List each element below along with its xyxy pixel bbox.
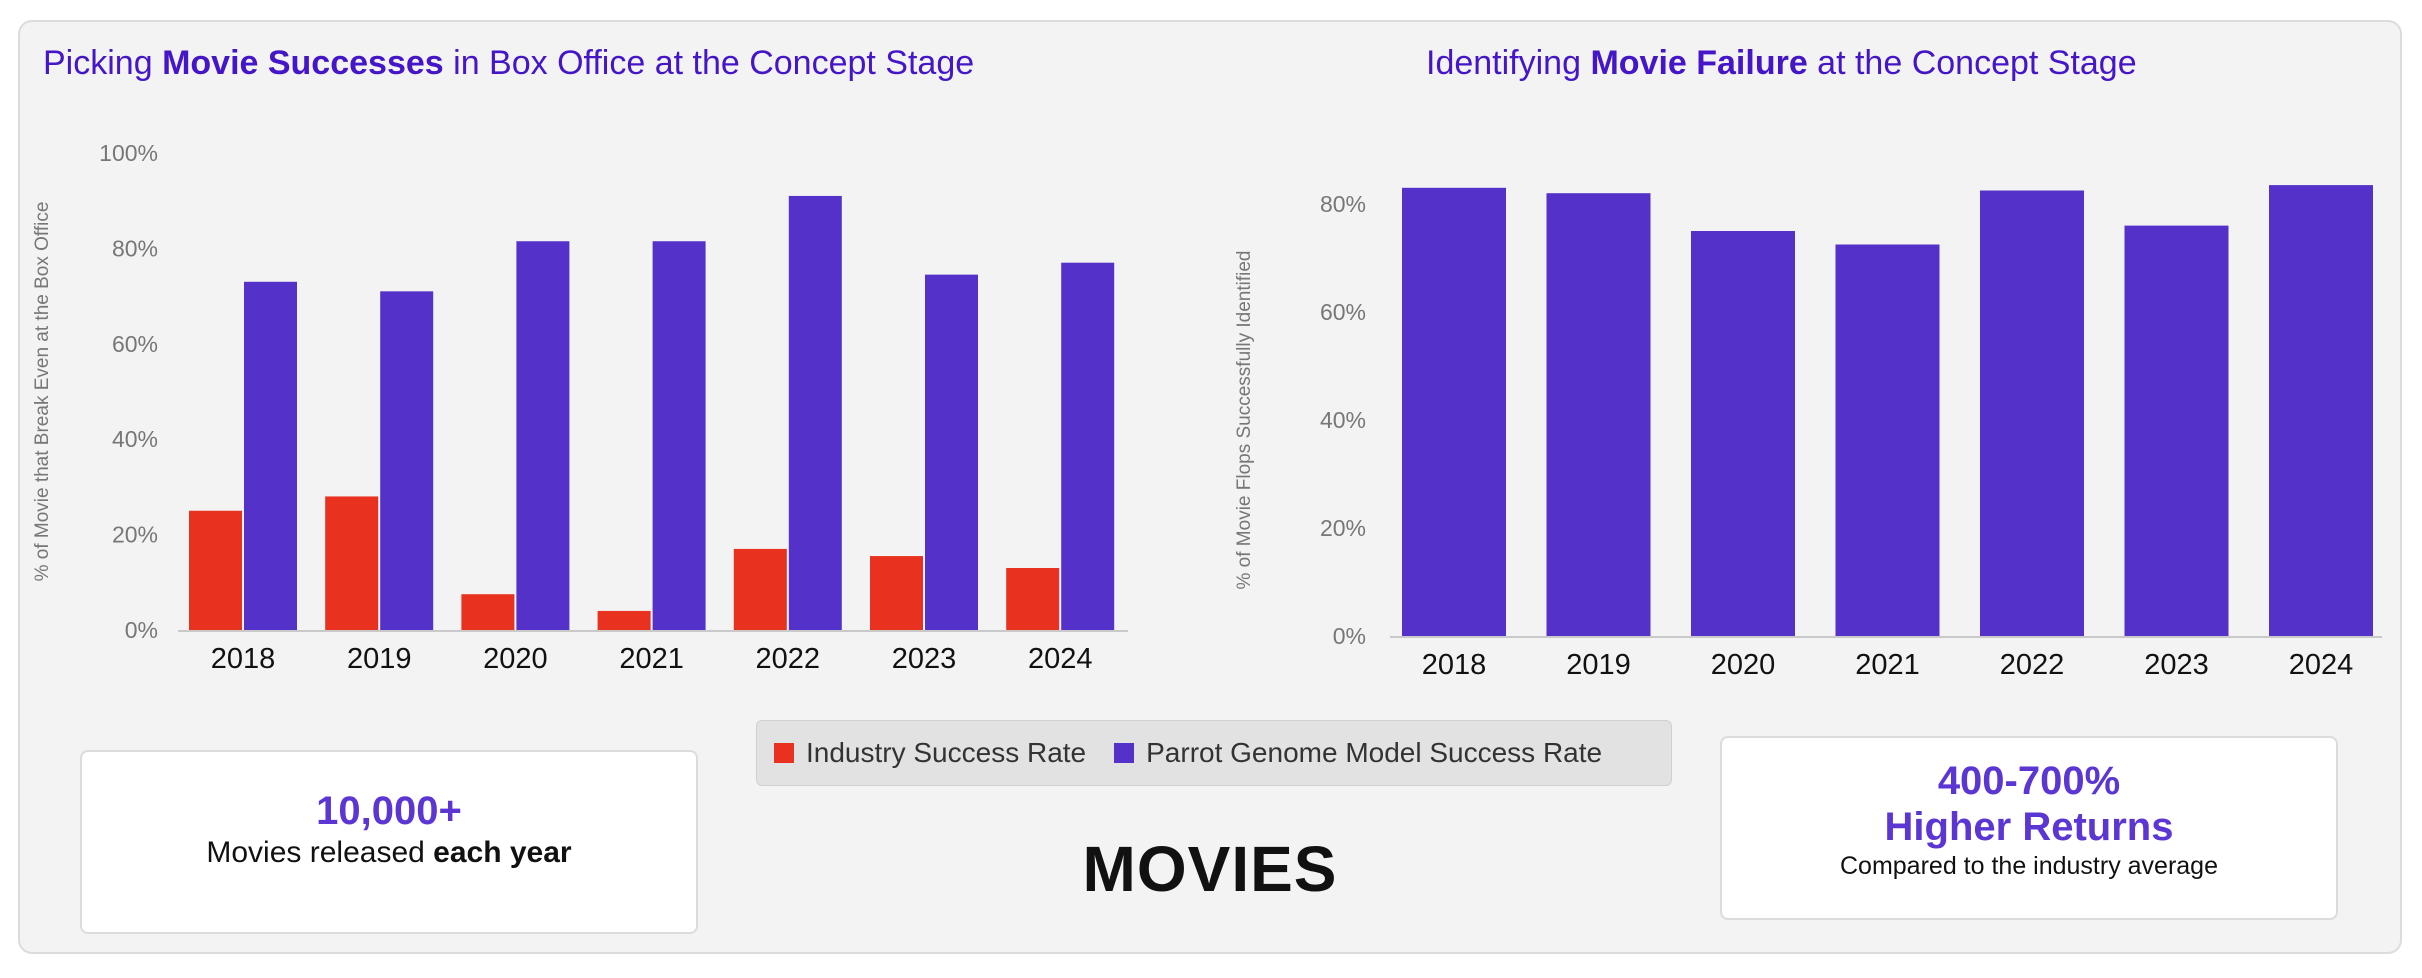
legend-label-industry: Industry Success Rate (806, 737, 1087, 768)
stat-movies-caption-pre: Movies released (206, 836, 434, 869)
chart1-ylabel: % of Movie that Break Even at the Box Of… (32, 202, 53, 582)
chart2-xtick-label: 2019 (1566, 649, 1631, 681)
chart1-ytick-label: 80% (112, 235, 158, 261)
chart1-title-bold: Movie Successes (162, 44, 444, 82)
stat-movies-caption: Movies released each year (82, 836, 696, 870)
chart1-bar-industry-2019 (325, 496, 379, 630)
chart1-title-pre: Picking (43, 44, 163, 82)
chart1-xtick-label: 2018 (211, 643, 276, 675)
chart1-bar-industry-2023 (870, 556, 923, 630)
chart-movie-successes: 0% 20% 40% 60% 80% 100% % of Movie that Break … (32, 140, 1128, 675)
chart1-bar-parrot-2024 (1061, 262, 1115, 630)
chart2-bar-parrot-2022 (1980, 190, 2084, 636)
chart2-title: Identifying Movie Failure at the Concept… (1426, 44, 2137, 83)
stat-card-movies-released: 10,000+ Movies released each year (80, 750, 698, 934)
chart1-title-post: in Box Office at the Concept Stage (443, 44, 975, 82)
stat-returns-label: Higher Returns (1884, 805, 2174, 849)
chart2-ytick-label: 60% (1320, 299, 1366, 325)
chart1-title: Picking Movie Successes in Box Office at… (43, 44, 974, 83)
chart2-xtick-label: 2020 (1711, 649, 1776, 681)
chart2-xtick-label: 2023 (2144, 649, 2209, 681)
chart2-title-post: at the Concept Stage (1807, 44, 2137, 82)
chart1-ytick-label: 60% (112, 331, 158, 357)
chart1-ytick-label: 100% (99, 140, 158, 166)
chart2-ytick-label: 40% (1320, 407, 1366, 433)
chart2-xtick-label: 2018 (1422, 649, 1487, 681)
chart1-ytick-label: 0% (125, 617, 158, 643)
chart2-xtick-label: 2021 (1855, 649, 1920, 681)
footer-movies-label: MOVIES (1082, 833, 1338, 905)
chart1-bar-parrot-2018 (244, 281, 297, 630)
chart2-bar-parrot-2018 (1402, 187, 1506, 637)
stat-movies-caption-bold: each year (433, 836, 572, 869)
chart1-xtick-label: 2021 (619, 643, 684, 675)
chart2-ytick-label: 0% (1333, 623, 1366, 649)
legend-item-industry: Industry Success Rate (774, 737, 1086, 769)
chart1-xtick-label: 2022 (756, 643, 821, 675)
chart1-bar-industry-2018 (189, 510, 242, 630)
chart-movie-failure: 0% 20% 40% 60% 80% % of Movie Flops Successfu… (1234, 185, 2382, 681)
stat-card-higher-returns: 400-700% Higher Returns Compared to the … (1720, 736, 2338, 920)
chart1-bar-industry-2024 (1006, 567, 1060, 630)
chart1-bar-parrot-2019 (380, 291, 434, 630)
chart2-title-bold: Movie Failure (1590, 44, 1808, 82)
legend-label-parrot: Parrot Genome Model Success Rate (1146, 737, 1603, 768)
chart2-ylabel: % of Movie Flops Successfully Identified (1234, 251, 1255, 590)
chart1-bar-parrot-2023 (925, 274, 978, 630)
chart1-bar-industry-2020 (461, 594, 515, 630)
chart2-xtick-label: 2024 (2289, 649, 2354, 681)
chart2-bar-parrot-2020 (1691, 231, 1795, 636)
stat-returns-range: 400-700% (1937, 759, 2121, 803)
stat-movies-count: 10,000+ (316, 789, 462, 833)
chart1-bar-parrot-2021 (652, 241, 706, 630)
legend: Industry Success Rate Parrot Genome Mode… (756, 720, 1672, 786)
legend-swatch-industry (774, 743, 794, 763)
chart2-ytick-label: 20% (1320, 515, 1366, 541)
chart2-bar-parrot-2024 (2269, 185, 2373, 636)
chart2-bar-parrot-2023 (2124, 225, 2229, 636)
chart2-ytick-label: 80% (1320, 191, 1366, 217)
chart1-ytick-label: 20% (112, 522, 158, 548)
chart2-bar-parrot-2019 (1546, 193, 1651, 636)
chart2-xtick-label: 2022 (2000, 649, 2065, 681)
chart1-xtick-label: 2024 (1028, 643, 1093, 675)
chart1-bar-industry-2021 (597, 610, 651, 630)
legend-swatch-parrot (1114, 743, 1135, 763)
chart1-bar-industry-2022 (733, 548, 787, 630)
chart1-bar-parrot-2022 (788, 195, 842, 630)
chart2-bar-parrot-2021 (1835, 244, 1940, 636)
chart1-ytick-label: 40% (112, 426, 158, 452)
stat-returns-caption: Compared to the industry average (1840, 852, 2218, 880)
chart1-xtick-label: 2023 (892, 643, 957, 675)
chart1-xtick-label: 2020 (483, 643, 548, 675)
chart2-title-pre: Identifying (1426, 44, 1591, 82)
legend-item-parrot: Parrot Genome Model Success Rate (1114, 737, 1602, 769)
chart1-xtick-label: 2019 (347, 643, 412, 675)
chart1-bar-parrot-2020 (516, 241, 570, 630)
